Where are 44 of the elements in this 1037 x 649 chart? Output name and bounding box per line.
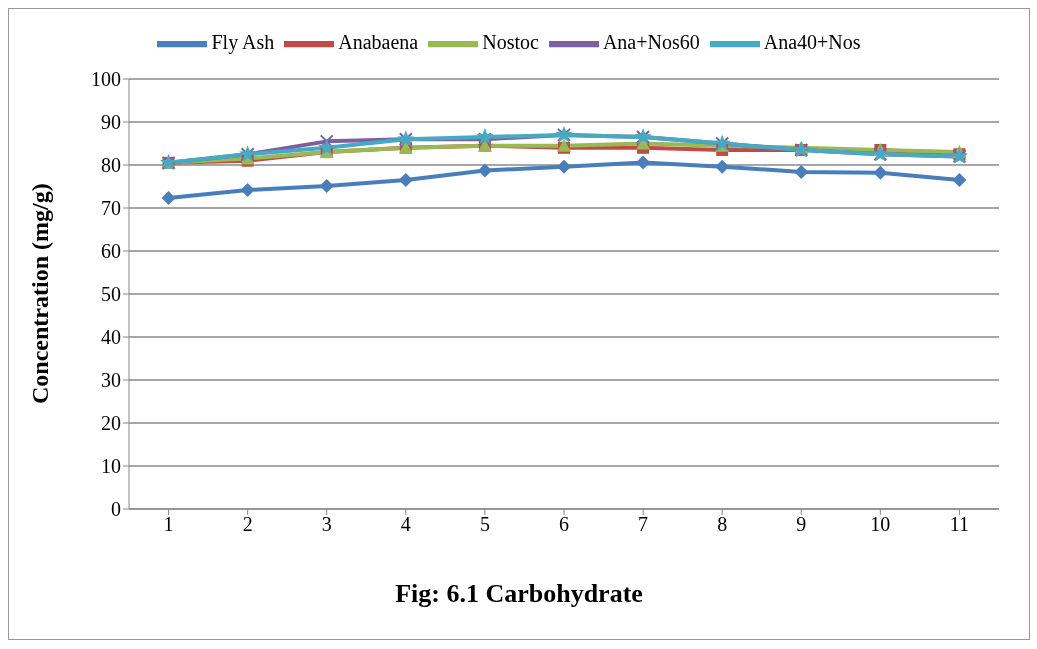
y-tick-label: 100 [91, 68, 121, 91]
y-tick-label: 0 [111, 498, 121, 521]
text: Fig: 6.1 Carbohydrate [394, 579, 644, 609]
x-tick-label: 1 [163, 513, 174, 536]
point [952, 173, 967, 188]
x-tick-label: 9 [796, 513, 807, 536]
legend-label: Nostoc [482, 30, 539, 53]
x-tick-label: 3 [321, 513, 332, 536]
y-tick-label: 50 [101, 283, 121, 306]
point [715, 159, 730, 174]
point [557, 159, 571, 174]
point [240, 182, 255, 197]
y-tick-label: 40 [101, 326, 121, 349]
x-tick-label: 11 [949, 513, 970, 536]
point [477, 163, 492, 178]
legend-label: Anabaena [338, 30, 419, 53]
x-tick-label: 8 [717, 513, 728, 536]
y-tick-label: 80 [101, 154, 121, 177]
legend-label: Ana40+Nos [763, 30, 861, 53]
point [318, 138, 336, 156]
point [319, 134, 334, 149]
x-tick-label: 5 [479, 513, 490, 536]
x-tick-label: 4 [400, 513, 411, 536]
point [161, 191, 176, 206]
y-tick-label: 10 [101, 455, 121, 478]
y-tick-label: 30 [101, 369, 121, 392]
point [873, 165, 888, 180]
legend-label: Fly Ash [211, 30, 275, 53]
point [319, 179, 334, 194]
x-tick-label: 7 [638, 513, 649, 536]
x-tick-label: 2 [242, 513, 253, 536]
y-tick-label: 90 [101, 111, 121, 134]
point [636, 155, 651, 170]
legend-label: Ana+Nos60 [602, 30, 700, 53]
x-tick-label: 6 [559, 513, 569, 536]
point [476, 128, 494, 145]
point [398, 173, 413, 188]
point [794, 164, 809, 179]
y-tick-label: 60 [101, 240, 121, 263]
point [477, 132, 492, 147]
y-axis-title: Concentration (mg/g) [26, 183, 53, 404]
y-tick-label: 20 [101, 412, 121, 435]
y-tick-label: 70 [101, 197, 121, 220]
x-tick-label: 10 [870, 513, 891, 536]
